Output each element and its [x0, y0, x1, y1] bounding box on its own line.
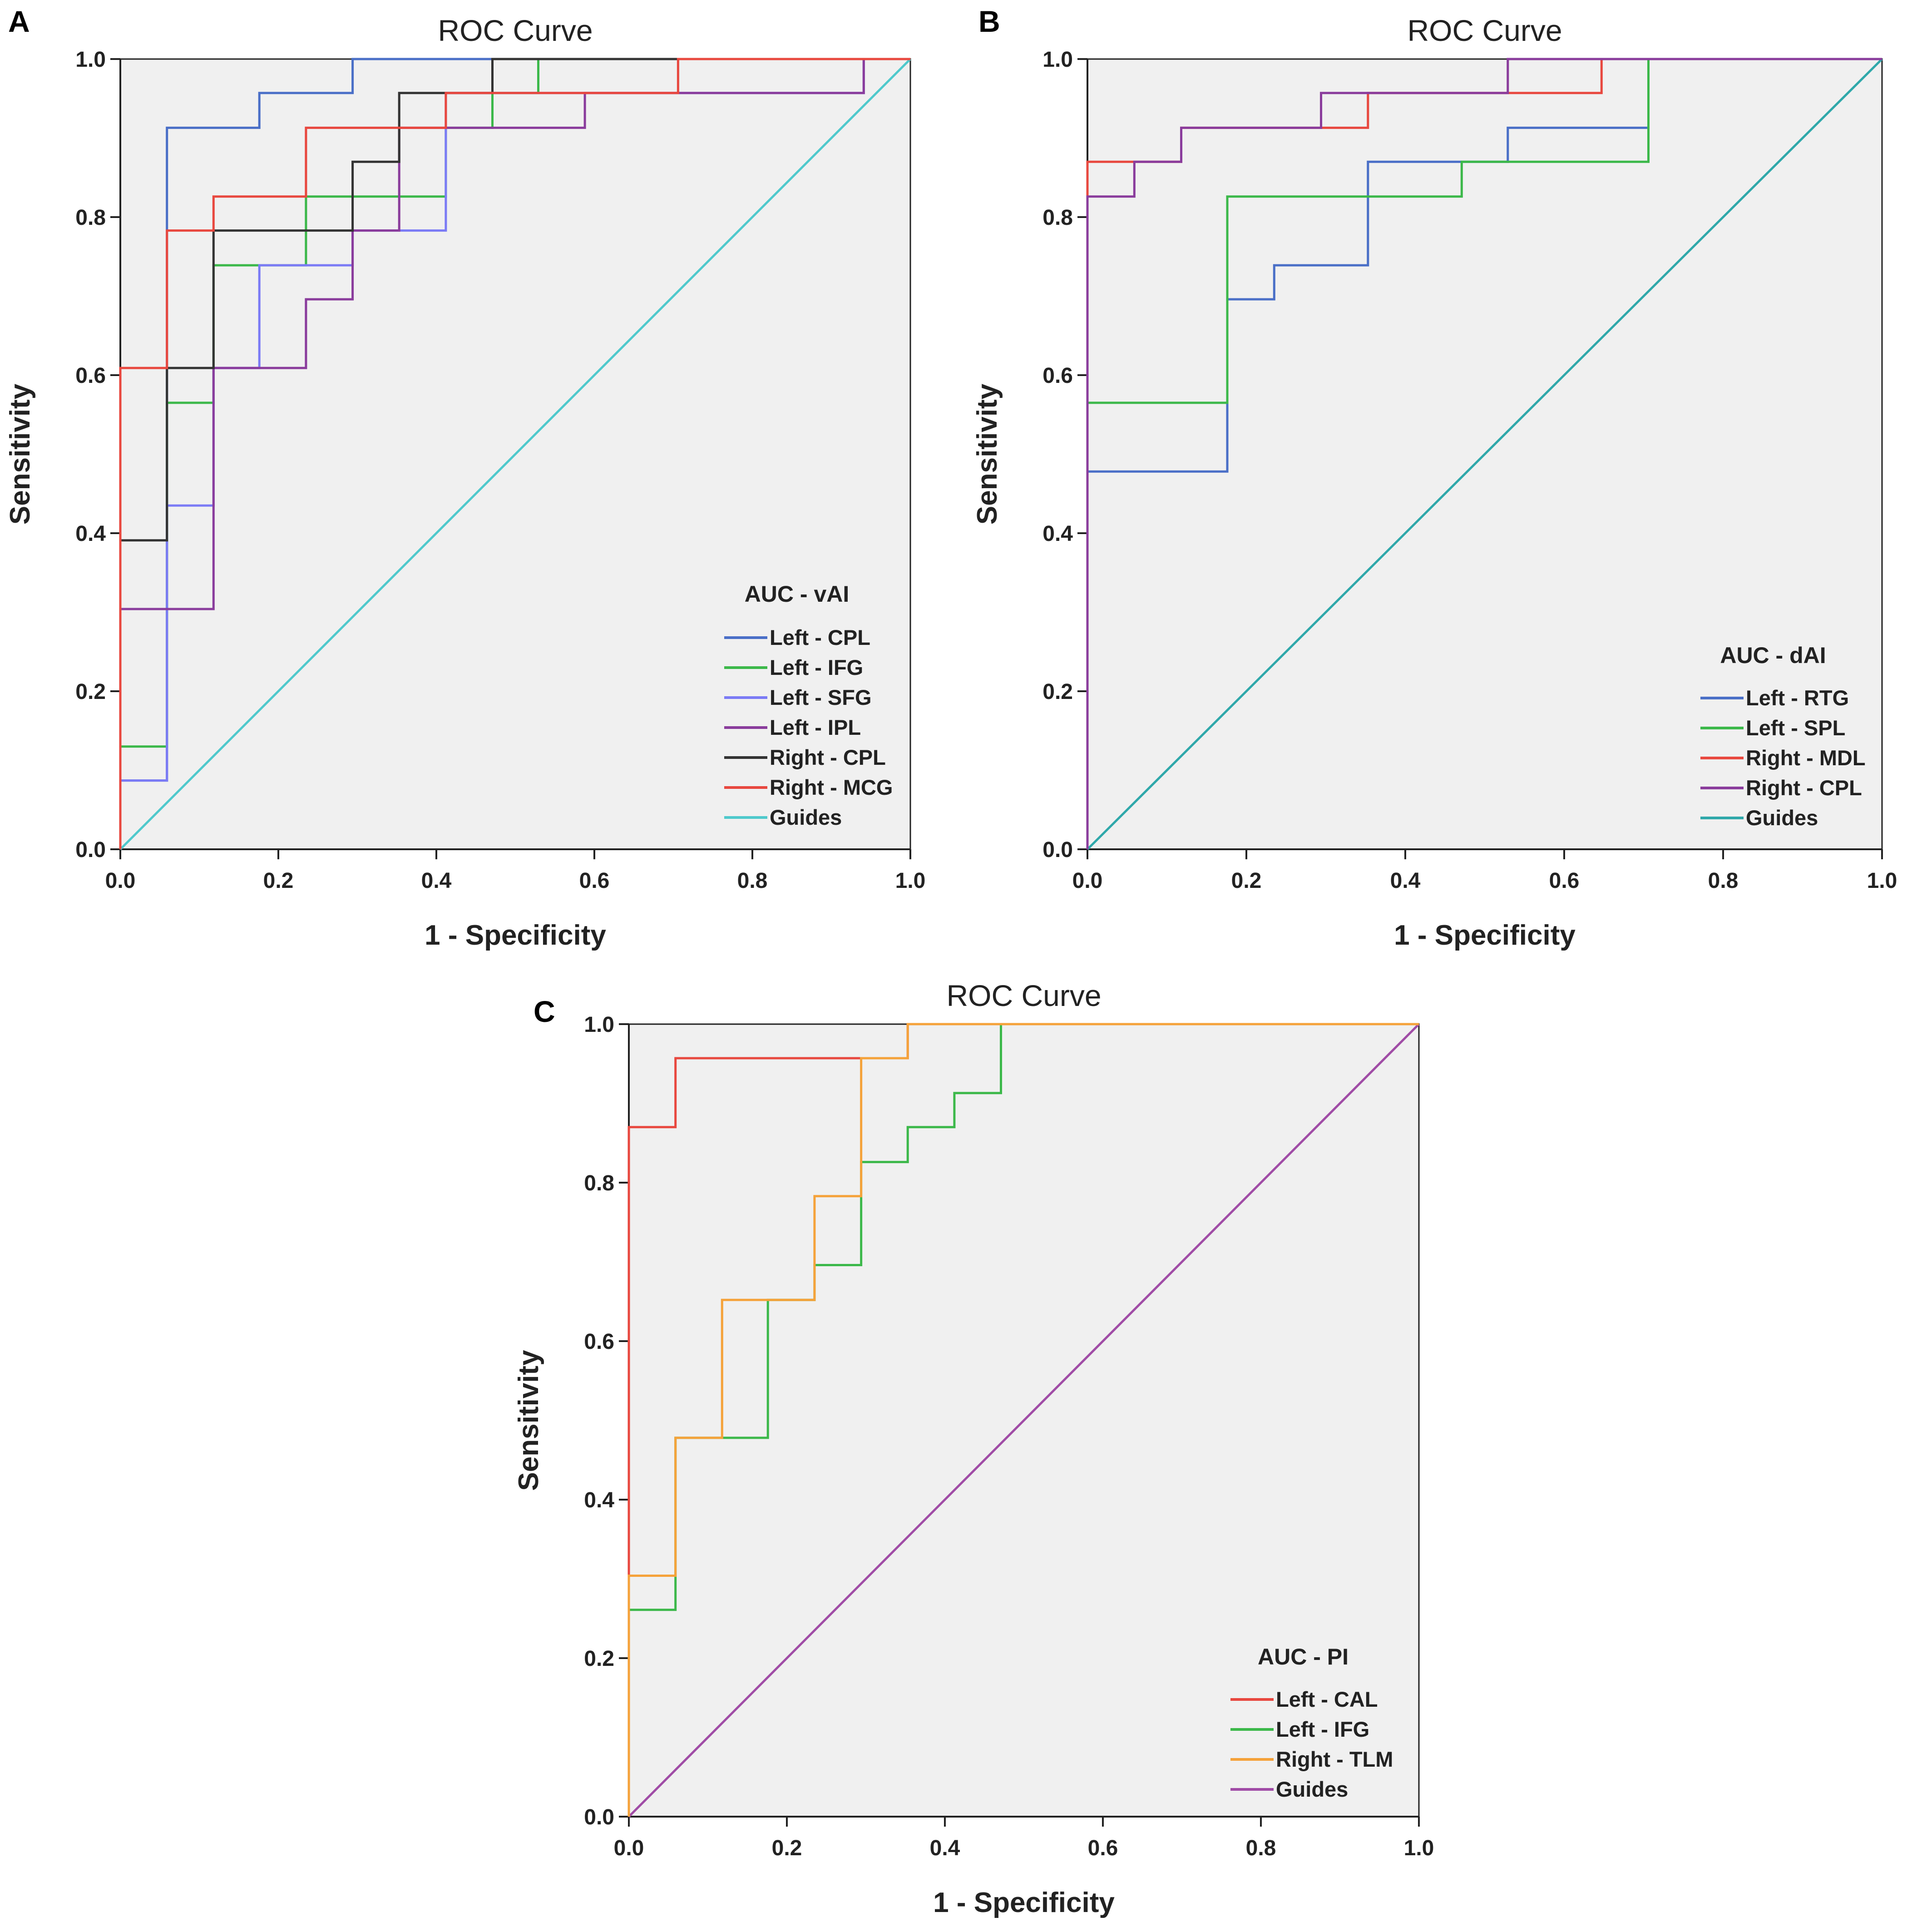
series-line-left-spl — [1086, 58, 1882, 849]
legend-title: AUC - dAI — [1720, 643, 1826, 668]
x-tick-label: 0.8 — [1708, 869, 1739, 893]
y-tick-label: 0.4 — [1042, 522, 1073, 546]
series-line-right-cpl — [1086, 58, 1882, 849]
series-line-right-tlm — [627, 1023, 1419, 1817]
legend-title: AUC - vAI — [745, 581, 850, 607]
x-axis-label: 1 - Specificity — [425, 920, 606, 951]
series-line-right-mdl — [1086, 58, 1882, 849]
x-tick-label: 0.4 — [421, 869, 452, 893]
legend-label-guides: Guides — [1276, 1777, 1348, 1801]
legend: AUC - vAI Left - CPL Left - IFG Left - SFG L… — [724, 581, 893, 829]
legend-label-right-mcg: Right - MCG — [770, 775, 893, 799]
chart-title: ROC Curve — [438, 14, 593, 47]
legend-label-left-ifg: Left - IFG — [770, 655, 863, 679]
panel-letter: B — [978, 5, 1000, 38]
x-tick-label: 0.4 — [930, 1836, 960, 1860]
chart-title: ROC Curve — [1407, 14, 1562, 47]
legend-label-right-mdl: Right - MDL — [1746, 746, 1866, 770]
y-tick-label: 1.0 — [584, 1013, 614, 1037]
x-axis-label: 1 - Specificity — [933, 1887, 1115, 1918]
panel-letter: C — [534, 995, 555, 1028]
chart-title: ROC Curve — [946, 979, 1101, 1012]
legend-label-left-rtg: Left - RTG — [1746, 686, 1849, 710]
y-tick-label: 1.0 — [1042, 48, 1073, 72]
y-tick-label: 0.8 — [584, 1171, 614, 1195]
y-tick-label: 1.0 — [75, 48, 106, 72]
x-tick-label: 0.2 — [772, 1836, 802, 1860]
y-tick-label: 0.2 — [75, 680, 106, 704]
y-tick-label: 0.4 — [75, 522, 106, 546]
legend-label-left-cal: Left - CAL — [1276, 1687, 1378, 1711]
x-tick-label: 0.2 — [263, 869, 294, 893]
x-tick-label: 1.0 — [895, 869, 926, 893]
y-axis-label: Sensitivity — [972, 383, 1003, 525]
legend-label-left-cpl: Left - CPL — [770, 625, 870, 649]
series-line-guides — [1087, 58, 1883, 850]
x-tick-label: 0.4 — [1390, 869, 1421, 893]
x-tick-label: 0.0 — [105, 869, 136, 893]
y-tick-label: 0.6 — [75, 364, 106, 388]
y-tick-label: 0.4 — [584, 1488, 614, 1512]
x-axis-label: 1 - Specificity — [1394, 920, 1576, 951]
x-tick-label: 0.0 — [1072, 869, 1103, 893]
x-tick-label: 0.8 — [737, 869, 768, 893]
legend-label-right-cpl: Right - CPL — [770, 745, 886, 769]
x-tick-label: 0.2 — [1231, 869, 1262, 893]
legend-label-left-ifg: Left - IFG — [1276, 1717, 1369, 1741]
series-line-guides — [119, 58, 911, 850]
y-tick-label: 0.2 — [1042, 680, 1073, 704]
y-tick-label: 0.0 — [75, 838, 106, 862]
x-tick-label: 0.8 — [1246, 1836, 1276, 1860]
x-tick-label: 1.0 — [1404, 1836, 1434, 1860]
y-tick-label: 0.6 — [1042, 364, 1073, 388]
x-tick-label: 0.6 — [1088, 1836, 1118, 1860]
y-tick-label: 0.2 — [584, 1647, 614, 1671]
series-line-right-mcg — [119, 58, 910, 849]
legend-label-right-tlm: Right - TLM — [1276, 1747, 1393, 1771]
legend-label-guides: Guides — [770, 805, 842, 829]
y-tick-label: 0.6 — [584, 1330, 614, 1354]
legend-label-left-sfg: Left - SFG — [770, 685, 872, 709]
legend: AUC - dAI Left - RTG Left - SPL Right - MDL… — [1700, 643, 1866, 830]
x-tick-label: 0.6 — [1549, 869, 1580, 893]
chart-panel-a: A ROC Curve 0.0 0.2 0.4 0.6 0.8 1.0 0.0 0.2 0.4 0.6… — [5, 5, 925, 951]
y-axis-label: Sensitivity — [5, 383, 36, 525]
series-line-guides — [628, 1023, 1420, 1818]
legend: AUC - PI Left - CAL Left - IFG Right - TLM G… — [1230, 1644, 1393, 1801]
y-tick-label: 0.0 — [584, 1805, 614, 1829]
panel-letter: A — [8, 5, 30, 38]
y-axis-label: Sensitivity — [513, 1350, 544, 1491]
x-tick-label: 0.0 — [614, 1836, 644, 1860]
legend-label-right-cpl: Right - CPL — [1746, 776, 1862, 800]
x-tick-label: 1.0 — [1867, 869, 1897, 893]
y-tick-label: 0.0 — [1042, 838, 1073, 862]
x-tick-label: 0.6 — [579, 869, 610, 893]
chart-panel-c: C ROC Curve 0.0 0.2 0.4 0.6 0.8 1.0 0.0 0.2 0.4 0.6… — [513, 979, 1434, 1918]
legend-label-left-spl: Left - SPL — [1746, 716, 1845, 740]
legend-label-left-ipl: Left - IPL — [770, 715, 861, 739]
chart-panel-b: B ROC Curve 0.0 0.2 0.4 0.6 0.8 1.0 0.0 0.2 0.4 0.6… — [972, 5, 1897, 951]
y-tick-label: 0.8 — [75, 206, 106, 230]
y-tick-label: 0.8 — [1042, 206, 1073, 230]
legend-label-guides: Guides — [1746, 806, 1818, 830]
legend-title: AUC - PI — [1258, 1644, 1349, 1669]
